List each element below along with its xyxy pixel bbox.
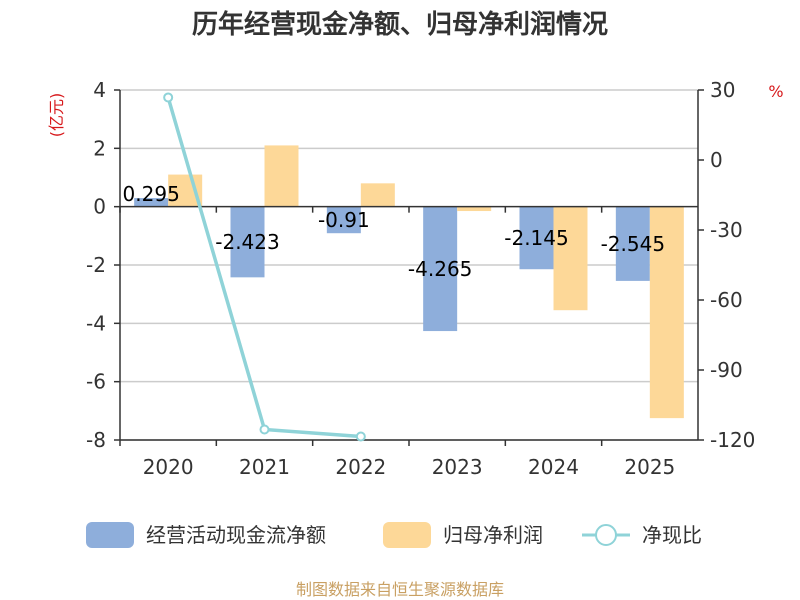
bar-profit-2025 bbox=[649, 206, 684, 419]
data-label-cashflow: -4.265 bbox=[408, 257, 472, 281]
data-label-cashflow: -2.145 bbox=[504, 226, 568, 250]
data-label-cashflow: -2.545 bbox=[601, 232, 665, 256]
right-tick-label: -30 bbox=[710, 218, 743, 242]
x-tick-label: 2020 bbox=[143, 455, 194, 479]
legend-label-ratio: 净现比 bbox=[642, 523, 702, 547]
left-tick-label: -4 bbox=[86, 311, 106, 335]
left-tick-label: -2 bbox=[86, 253, 106, 277]
bar-cashflow-2023 bbox=[423, 206, 458, 332]
left-tick-label: -8 bbox=[86, 428, 106, 452]
bar-cashflow-2021 bbox=[230, 206, 265, 278]
data-labels-layer: 0.295 -2.423 -0.91 -4.265 -2.145 -2.545 bbox=[123, 182, 666, 281]
bar-cashflow-2022 bbox=[326, 206, 361, 234]
legend: 经营活动现金流净额 归母净利润 净现比 bbox=[86, 522, 702, 548]
right-tick-label: 30 bbox=[710, 78, 735, 102]
source-note: 制图数据来自恒生聚源数据库 bbox=[296, 580, 504, 599]
ratio-point-1 bbox=[259, 424, 270, 435]
legend-label-profit: 归母净利润 bbox=[443, 523, 543, 547]
legend-marker-ratio bbox=[595, 524, 617, 546]
x-tick-label: 2021 bbox=[239, 455, 290, 479]
legend-swatch-profit bbox=[383, 522, 431, 548]
bar-cashflow-2024 bbox=[519, 206, 554, 270]
bar-profit-2023 bbox=[457, 206, 492, 212]
right-axis-unit: % bbox=[768, 82, 783, 101]
data-label-cashflow: 0.295 bbox=[123, 182, 180, 206]
right-tick-label: 0 bbox=[710, 148, 723, 172]
chart-title: 历年经营现金净额、归母净利润情况 bbox=[192, 9, 608, 40]
bar-profit-2024 bbox=[553, 206, 588, 311]
left-tick-label: 2 bbox=[93, 136, 106, 160]
x-tick-label: 2025 bbox=[624, 455, 675, 479]
bar-profit-2022 bbox=[360, 183, 395, 207]
right-tick-label: -90 bbox=[710, 358, 743, 382]
bar-cashflow-2020 bbox=[134, 198, 169, 207]
left-tick-label: 0 bbox=[93, 195, 106, 219]
bar-profit-2021 bbox=[264, 145, 299, 207]
right-tick-label: -60 bbox=[710, 288, 743, 312]
x-tick-label: 2024 bbox=[528, 455, 579, 479]
left-axis-unit: (亿元) bbox=[47, 93, 66, 138]
bars-layer bbox=[134, 145, 684, 419]
left-tick-label: -6 bbox=[86, 370, 106, 394]
data-label-cashflow: -2.423 bbox=[215, 230, 279, 254]
legend-label-cashflow: 经营活动现金流净额 bbox=[146, 523, 326, 547]
ratio-point-0 bbox=[163, 92, 174, 103]
ratio-point-2 bbox=[355, 431, 366, 442]
right-tick-label: -120 bbox=[710, 428, 755, 452]
legend-swatch-cashflow bbox=[86, 522, 134, 548]
axes-layer: 4 2 0 -2 -4 -6 -8 30 0 -30 -60 -90 -120 2020 2021 2022 2… bbox=[86, 78, 755, 479]
x-tick-label: 2022 bbox=[335, 455, 386, 479]
bar-cashflow-2025 bbox=[615, 206, 650, 281]
left-tick-label: 4 bbox=[93, 78, 106, 102]
ratio-line-layer bbox=[163, 92, 366, 442]
data-label-cashflow: -0.91 bbox=[318, 208, 370, 232]
x-tick-label: 2023 bbox=[432, 455, 483, 479]
